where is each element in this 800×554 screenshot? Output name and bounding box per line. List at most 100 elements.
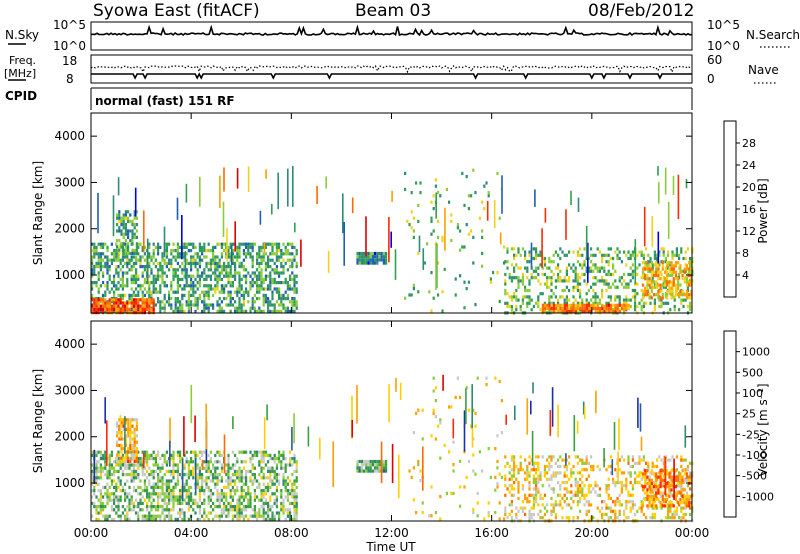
power-cells-cell: [532, 269, 535, 273]
velocity-cells-cell: [133, 418, 136, 422]
power-cells-cell: [132, 277, 135, 281]
velocity-cells-cell: [275, 495, 278, 499]
velocity-cells-cell: [677, 478, 680, 482]
power-cells-cell: [644, 267, 647, 271]
velocity-cells-cell: [163, 492, 166, 496]
power-cells-cell: [563, 298, 566, 302]
power-cells-cell: [289, 265, 292, 269]
velocity-cells-cell: [106, 476, 109, 480]
power-cells-cell: [592, 282, 595, 286]
power-cells-cell: [148, 281, 151, 285]
velocity-cells-cell: [113, 498, 116, 502]
power-cells-cell: [176, 281, 179, 285]
velocity-cells-cell: [129, 437, 132, 441]
velocity-cells-cell: [625, 500, 628, 504]
velocity-cells-cell: [141, 495, 144, 499]
power-cells-cell: [376, 251, 379, 256]
power-cells-cell: [198, 297, 201, 301]
power-cells-cell: [152, 255, 155, 259]
power-cells-cell: [581, 310, 584, 314]
velocity-cells-cell: [452, 469, 455, 473]
velocity-cells-cell: [668, 472, 671, 476]
velocity-cells-cell: [216, 498, 219, 502]
power-cells-cell: [655, 293, 658, 297]
power-cells-cell: [657, 289, 660, 294]
power-cells-cell: [196, 281, 199, 285]
power-cells-cell: [150, 298, 153, 302]
power-cells-cell: [528, 298, 531, 302]
velocity-cells-cell: [139, 485, 142, 489]
power-cells-cell: [636, 253, 639, 257]
velocity-cells-cell: [120, 447, 123, 451]
power-cells-cell: [130, 293, 133, 297]
velocity-cells-cell: [183, 463, 186, 467]
velocity-cells-cell: [135, 450, 138, 454]
velocity-cells-cell: [212, 517, 215, 521]
velocity-cells-cell: [275, 457, 278, 461]
power-cells-cell: [430, 271, 433, 275]
power-cells-cell: [227, 274, 230, 278]
ytick-label: 2000: [54, 430, 85, 444]
power-cells-cell: [273, 277, 276, 281]
velocity-cells-cell: [154, 505, 157, 509]
velocity-cells-cell: [119, 514, 122, 518]
power-cells-cell: [227, 271, 230, 275]
power-cells-streak: [351, 197, 354, 214]
velocity-cells-cell: [576, 516, 579, 520]
velocity-cells-streak: [673, 458, 675, 500]
velocity-cells-cell: [548, 461, 551, 465]
velocity-cells-cell: [596, 464, 599, 469]
power-cells-cell: [618, 276, 621, 280]
power-cells-cell: [220, 245, 223, 249]
velocity-cells-cell: [284, 463, 287, 467]
velocity-cells-streak: [205, 403, 207, 450]
velocity-cells-cell: [651, 490, 654, 494]
velocity-cells-cell: [245, 479, 248, 483]
power-cells-cell: [110, 287, 113, 291]
velocity-cells-cell: [273, 517, 276, 521]
power-cells-cell: [130, 265, 133, 269]
power-cells-cell: [465, 223, 468, 227]
velocity-cells-cell: [513, 461, 516, 465]
power-cells-cell: [408, 293, 411, 297]
power-cells-cell: [432, 296, 435, 300]
velocity-cells-cell: [685, 472, 689, 476]
date-title: 08/Feb/2012: [588, 1, 694, 21]
power-cells-cell: [546, 266, 549, 270]
power-cells-cell: [154, 277, 157, 281]
power-cells-cell: [190, 293, 193, 297]
power-cells-cell: [190, 277, 193, 281]
power-cells-cell: [289, 300, 292, 304]
velocity-cells-cell: [227, 463, 230, 467]
velocity-cells-cell: [106, 517, 109, 521]
velocity-cells-cell: [585, 477, 588, 481]
velocity-cells-cell: [650, 504, 653, 508]
velocity-cells-cell: [113, 492, 116, 496]
power-cells-cell: [456, 223, 459, 227]
velocity-cells-cell: [371, 463, 374, 467]
power-cells-cell: [670, 273, 673, 278]
power-cells-cell: [554, 279, 557, 283]
velocity-cells-cell: [267, 482, 270, 486]
power-cells-cell: [229, 258, 232, 262]
power-cells-cell: [618, 310, 621, 314]
power-cells-cell: [275, 245, 278, 249]
velocity-cells-cell: [172, 473, 175, 477]
velocity-cells-cell: [289, 460, 292, 464]
velocity-cells-cell: [278, 517, 281, 521]
power-cells-cell: [382, 261, 385, 265]
velocity-cells-cell: [286, 498, 289, 502]
power-cells-cell: [216, 268, 219, 272]
power-cells-cell: [264, 277, 267, 281]
velocity-cells-cell: [535, 477, 538, 481]
power-cells-cell: [135, 242, 138, 246]
power-cells-cell: [141, 274, 144, 278]
velocity-cells-cell: [641, 488, 645, 492]
velocity-cells-cell: [196, 453, 199, 457]
velocity-cells-cell: [91, 495, 94, 499]
velocity-cells-cell: [165, 482, 168, 486]
power-cells-cell: [649, 269, 652, 273]
power-cells-cell: [450, 239, 453, 243]
power-cells-cell: [634, 308, 637, 312]
velocity-cells-cell: [481, 469, 484, 473]
